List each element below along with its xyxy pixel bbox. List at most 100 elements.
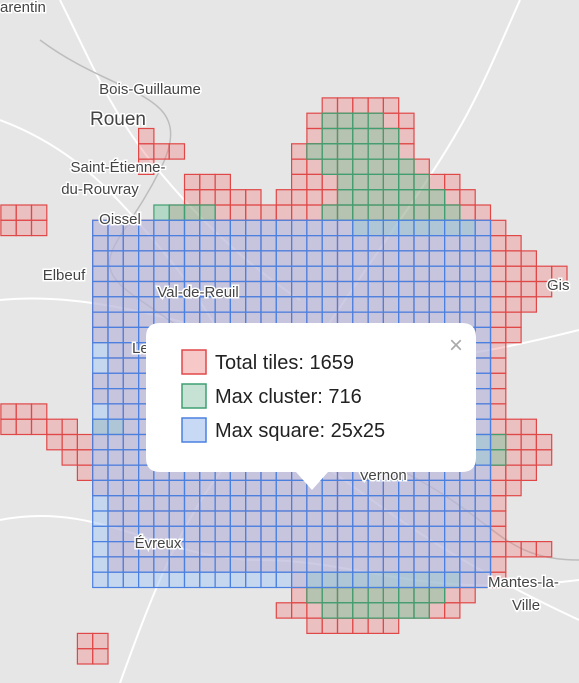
tile-cluster (367, 143, 385, 160)
tile-total (30, 403, 48, 420)
tile-square (321, 479, 339, 497)
tile-cluster (428, 189, 446, 206)
tile-total (489, 326, 507, 344)
tile-cluster (352, 204, 369, 221)
tile-square (168, 265, 186, 283)
tile-square (107, 464, 124, 482)
tile-square (122, 479, 140, 497)
tile-cluster (306, 586, 323, 604)
tile-total (76, 648, 94, 665)
tile-square (260, 479, 277, 497)
tile-square (413, 280, 430, 298)
tile-square (122, 372, 140, 390)
tile-total (535, 540, 553, 558)
tile-square (321, 296, 339, 313)
tile-square (428, 479, 446, 497)
tile-square (168, 250, 186, 267)
tile-cluster (382, 173, 400, 191)
tile-square (153, 495, 170, 512)
tile-cluster (398, 158, 415, 176)
tile-square (428, 219, 446, 237)
tile-square (382, 495, 400, 512)
tile-cluster (398, 189, 415, 206)
tile-square (428, 265, 446, 283)
tile-square (92, 449, 109, 466)
tile-total (306, 602, 323, 619)
tile-square (214, 265, 232, 283)
place-label: Saint-Étienne- (70, 159, 165, 176)
tile-square (413, 571, 430, 589)
popup-close[interactable]: × (449, 332, 463, 359)
tile-square (398, 525, 415, 543)
tile-total (15, 403, 33, 420)
tile-square (229, 510, 247, 527)
tile-cluster (367, 173, 385, 191)
tile-square (122, 357, 140, 374)
tile-square (183, 525, 201, 543)
tile-square (245, 495, 262, 512)
tile-total (459, 189, 476, 206)
tile-square (260, 265, 277, 283)
tile-square (306, 250, 323, 267)
tile-total (444, 173, 461, 191)
tile-total (474, 204, 492, 221)
tile-square (367, 556, 385, 573)
tile-square (459, 495, 476, 512)
tile-total (444, 602, 461, 619)
tile-square (183, 479, 201, 497)
tile-total (428, 602, 446, 619)
tile-square (413, 510, 430, 527)
tile-square (260, 571, 277, 589)
tile-square (122, 388, 140, 405)
tile-cluster (352, 586, 369, 604)
tile-square (214, 556, 232, 573)
tile-square (336, 525, 354, 543)
tile-total (291, 586, 308, 604)
tile-square (382, 296, 400, 313)
tile-square (260, 219, 277, 237)
tile-cluster (382, 586, 400, 604)
tile-total (76, 433, 94, 451)
tile-square (367, 265, 385, 283)
tile-square (352, 219, 369, 237)
tile-square (398, 540, 415, 558)
tile-square (428, 235, 446, 252)
tile-total (459, 586, 476, 604)
tile-total (489, 495, 507, 512)
tile-square (92, 571, 109, 589)
tile-square (92, 342, 109, 359)
tile-total (61, 433, 78, 451)
tile-cluster (489, 449, 507, 466)
tile-total (444, 586, 461, 604)
tile-square (291, 265, 308, 283)
tile-square (260, 556, 277, 573)
place-label: Bois-Guillaume (99, 81, 201, 98)
tile-square (291, 556, 308, 573)
tile-total (489, 479, 507, 497)
tile-square (168, 571, 186, 589)
tile-square (107, 235, 124, 252)
tile-square (367, 525, 385, 543)
tile-square (428, 296, 446, 313)
tile-total (245, 189, 262, 206)
tile-square (275, 525, 293, 543)
tile-square (321, 571, 339, 589)
tile-square (260, 280, 277, 298)
tile-square (260, 540, 277, 558)
tile-square (214, 219, 232, 237)
tile-total (489, 357, 507, 374)
tile-square (428, 250, 446, 267)
tile-square (138, 219, 155, 237)
tile-square (245, 296, 262, 313)
tile-square (92, 280, 109, 298)
tile-square (474, 250, 492, 267)
tile-square (474, 403, 492, 420)
tile-square (336, 495, 354, 512)
tile-square (459, 280, 476, 298)
tile-square (92, 372, 109, 390)
tile-square (474, 449, 492, 466)
tile-cluster (382, 602, 400, 619)
tile-total (489, 418, 507, 436)
tile-total (489, 372, 507, 390)
legend-swatch (181, 383, 207, 409)
